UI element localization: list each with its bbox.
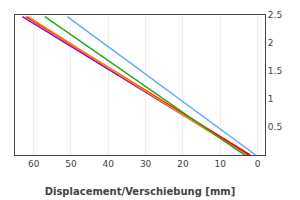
- svg-text:40: 40: [103, 159, 115, 169]
- svg-text:20: 20: [177, 159, 189, 169]
- svg-text:50: 50: [65, 159, 77, 169]
- svg-text:2: 2: [268, 38, 274, 48]
- svg-text:Displacement/Verschiebung [mm]: Displacement/Verschiebung [mm]: [45, 186, 236, 197]
- svg-text:30: 30: [140, 159, 152, 169]
- svg-text:1.5: 1.5: [268, 66, 282, 76]
- svg-text:0: 0: [255, 159, 261, 169]
- svg-text:1: 1: [268, 94, 274, 104]
- svg-text:2.5: 2.5: [268, 10, 282, 20]
- svg-text:0.5: 0.5: [268, 122, 282, 132]
- svg-text:10: 10: [214, 159, 226, 169]
- svg-text:60: 60: [28, 159, 40, 169]
